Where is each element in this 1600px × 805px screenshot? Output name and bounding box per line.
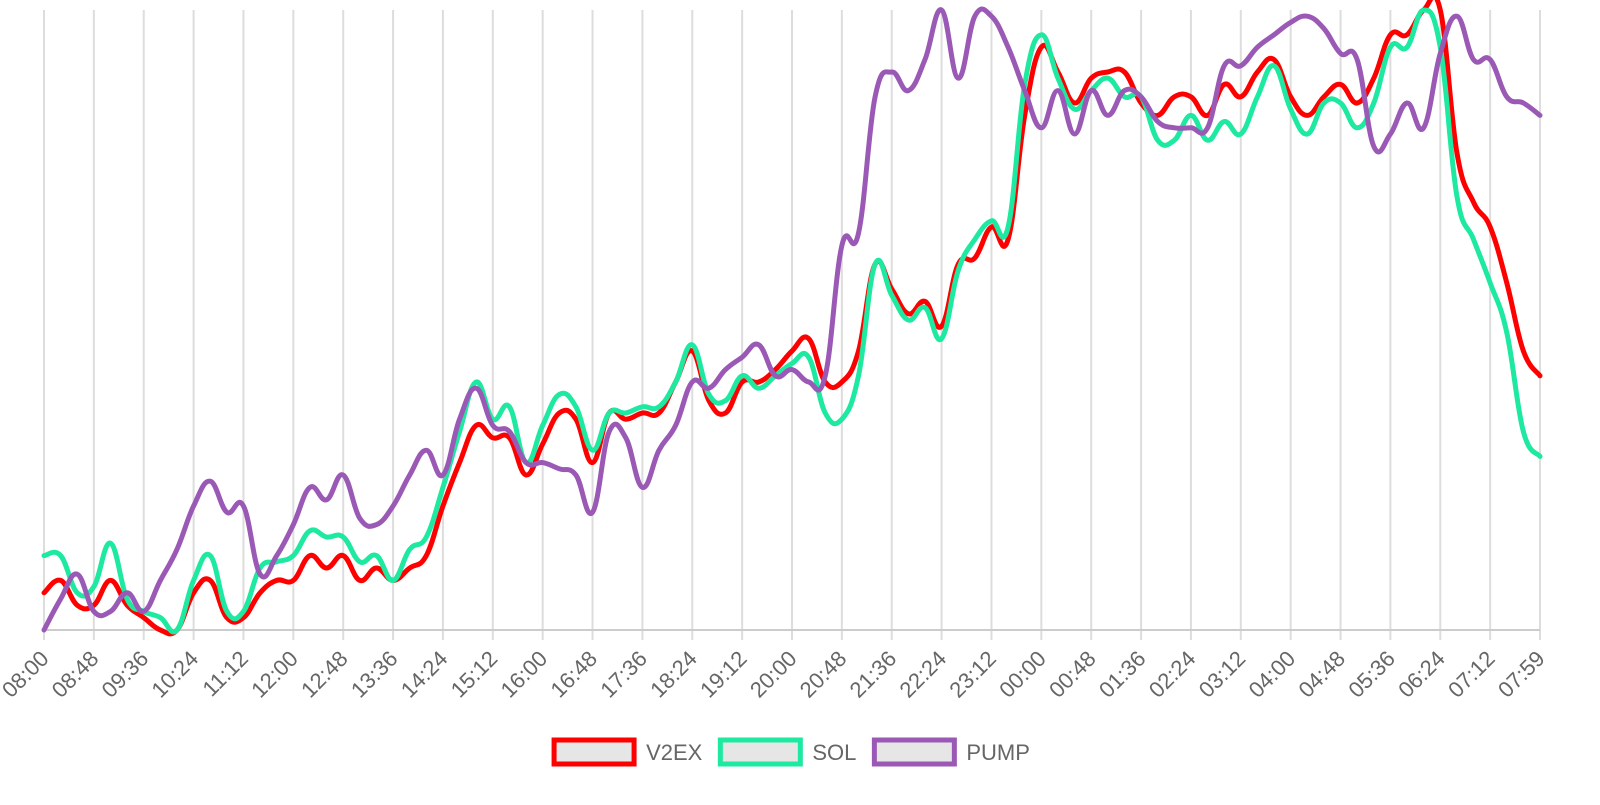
x-tick-label: 04:48 [1293,646,1350,703]
x-tick-label: 22:24 [895,646,952,703]
legend-label: PUMP [966,740,1030,765]
legend-swatch [551,737,637,767]
x-tick-label: 00:00 [994,646,1051,703]
legend-swatch [717,737,803,767]
x-tick-label: 04:00 [1244,646,1301,703]
x-tick-label: 15:12 [446,646,503,703]
x-tick-label: 07:12 [1443,646,1500,703]
x-tick-label: 09:36 [97,646,154,703]
x-tick-label: 23:12 [944,646,1001,703]
legend-swatch [871,737,957,767]
x-tick-label: 14:24 [396,646,453,703]
x-tick-label: 00:48 [1044,646,1101,703]
x-tick-label: 13:36 [346,646,403,703]
x-tick-label: 06:24 [1393,646,1450,703]
x-tick-label: 12:00 [246,646,303,703]
series-line [41,6,1543,633]
x-tick-label: 16:00 [496,646,553,703]
x-tick-label: 20:00 [745,646,802,703]
x-tick-label: 19:12 [695,646,752,703]
x-tick-label: 12:48 [296,646,353,703]
legend-label: V2EX [646,740,703,765]
legend-label: SOL [812,740,856,765]
legend-item[interactable]: V2EX [551,737,703,767]
x-tick-label: 08:48 [47,646,104,703]
x-tick-label: 10:24 [147,646,204,703]
x-tick-label: 05:36 [1343,646,1400,703]
x-tick-label: 18:24 [645,646,702,703]
legend-item[interactable]: PUMP [871,737,1030,767]
x-tick-label: 08:00 [0,646,54,703]
legend-item[interactable]: SOL [717,737,856,767]
series-line [41,0,1543,637]
x-tick-label: 21:36 [845,646,902,703]
legend: V2EX SOL PUMP [551,737,1030,767]
x-tick-label: 16:48 [545,646,602,703]
x-tick-label: 02:24 [1144,646,1201,703]
x-tick-label: 20:48 [795,646,852,703]
x-tick-label: 07:59 [1493,646,1550,703]
x-tick-label: 01:36 [1094,646,1151,703]
x-tick-label: 03:12 [1194,646,1251,703]
x-tick-label: 17:36 [595,646,652,703]
series-line [41,7,1543,635]
x-tick-label: 11:12 [198,646,253,701]
